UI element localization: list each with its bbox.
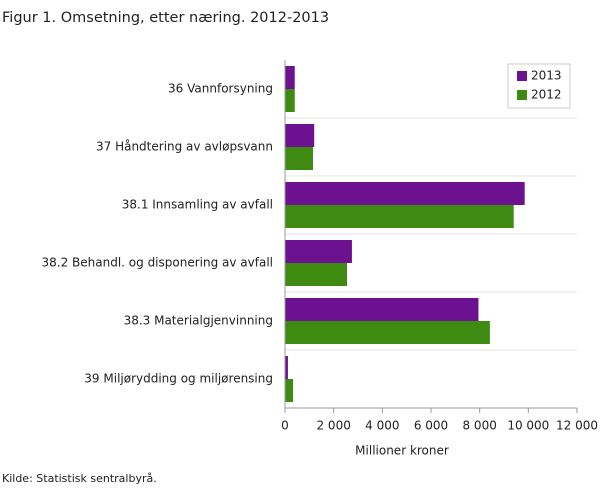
bar — [285, 205, 514, 228]
bar — [285, 182, 525, 205]
y-tick-label: 39 Miljørydding og miljørensing — [84, 372, 273, 386]
bar — [285, 240, 352, 263]
x-tick-label: 4 000 — [365, 419, 399, 433]
chart-title: Figur 1. Omsetning, etter næring. 2012-2… — [2, 10, 329, 26]
x-tick-label: 2 000 — [316, 419, 350, 433]
y-tick-label: 38.1 Innsamling av avfall — [122, 198, 273, 212]
bar — [285, 263, 348, 286]
bar — [285, 124, 315, 147]
bar — [285, 147, 313, 170]
legend-label: 2013 — [531, 69, 562, 83]
y-tick-label: 36 Vannforsyning — [168, 82, 273, 96]
legend-label: 2012 — [531, 88, 562, 102]
bar — [285, 356, 288, 379]
y-tick-label: 38.3 Materialgjenvinning — [124, 314, 273, 328]
y-tick-label: 37 Håndtering av avløpsvann — [96, 140, 273, 154]
bar — [285, 379, 294, 402]
bar — [285, 66, 295, 89]
x-tick-label: 12 000 — [556, 419, 598, 433]
legend-swatch — [517, 71, 527, 81]
x-tick-label: 0 — [281, 419, 289, 433]
x-axis-label: Millioner kroner — [355, 444, 449, 458]
bar — [285, 321, 490, 344]
y-tick-label: 38.2 Behandl. og disponering av avfall — [42, 256, 274, 270]
source: Kilde: Statistisk sentralbyrå. — [2, 472, 157, 485]
bar — [285, 298, 479, 321]
bar — [285, 89, 295, 112]
x-tick-label: 10 000 — [507, 419, 549, 433]
x-tick-label: 6 000 — [414, 419, 448, 433]
x-tick-label: 8 000 — [462, 419, 496, 433]
legend-swatch — [517, 90, 527, 100]
